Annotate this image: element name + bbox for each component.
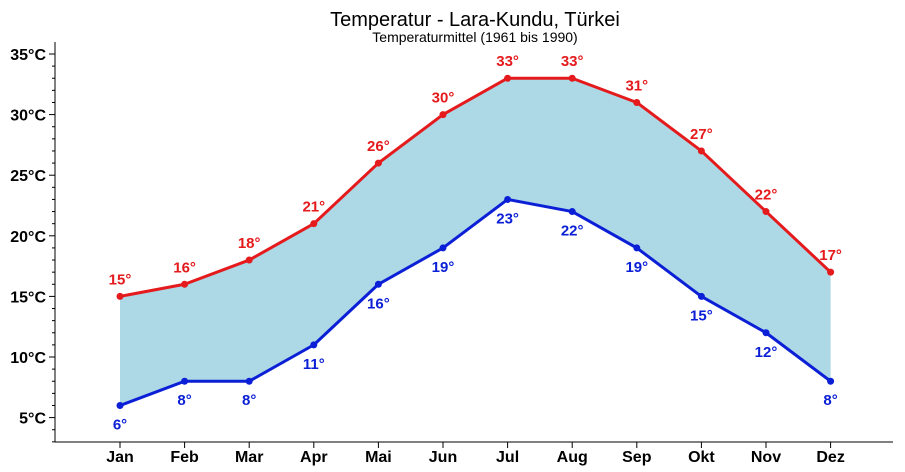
x-tick-label: Mar xyxy=(235,449,263,466)
max-temperature-label: 18° xyxy=(238,235,261,252)
max-temperature-label: 22° xyxy=(755,187,778,204)
min-temperature-point xyxy=(181,377,189,385)
min-temperature-label: 8° xyxy=(242,392,256,409)
y-tick-label: 5°C xyxy=(19,411,46,428)
min-temperature-point xyxy=(245,377,253,385)
x-tick-label: Feb xyxy=(170,449,199,466)
min-temperature-point xyxy=(568,208,576,216)
min-temperature-label: 19° xyxy=(432,259,455,276)
min-temperature-label: 11° xyxy=(303,356,325,373)
x-tick-label: Jan xyxy=(106,449,134,466)
max-temperature-point xyxy=(116,292,124,300)
x-tick-label: Okt xyxy=(688,449,715,466)
min-temperature-point xyxy=(762,329,770,337)
min-temperature-point xyxy=(697,292,705,300)
temperature-range-band xyxy=(120,78,831,406)
max-temperature-point xyxy=(633,98,641,106)
x-tick-label: Jul xyxy=(496,449,519,466)
min-temperature-point xyxy=(439,244,447,252)
min-temperature-label: 15° xyxy=(690,307,713,324)
max-temperature-point xyxy=(568,74,576,82)
min-temperature-label: 19° xyxy=(625,259,648,276)
max-temperature-label: 15° xyxy=(109,271,132,288)
y-tick-label: 10°C xyxy=(10,350,46,367)
max-temperature-label: 33° xyxy=(496,53,519,70)
max-temperature-label: 26° xyxy=(367,138,390,155)
min-temperature-point xyxy=(633,244,641,252)
max-temperature-point xyxy=(697,147,705,155)
max-temperature-point xyxy=(762,208,770,216)
min-temperature-point xyxy=(504,195,512,203)
x-tick-label: Mai xyxy=(365,449,392,466)
y-tick-label: 15°C xyxy=(10,289,46,306)
y-tick-label: 35°C xyxy=(10,47,46,64)
max-temperature-label: 33° xyxy=(561,53,584,70)
min-temperature-point xyxy=(310,341,318,349)
max-temperature-label: 17° xyxy=(819,247,842,264)
chart-subtitle: Temperaturmittel (1961 bis 1990) xyxy=(372,29,577,45)
max-temperature-point xyxy=(504,74,512,82)
min-temperature-label: 16° xyxy=(367,295,390,312)
max-temperature-point xyxy=(181,280,189,288)
max-temperature-label: 21° xyxy=(302,199,325,216)
max-temperature-point xyxy=(245,256,253,264)
x-tick-label: Dez xyxy=(816,449,844,466)
max-temperature-point xyxy=(439,111,447,119)
y-tick-label: 20°C xyxy=(10,229,46,246)
max-temperature-label: 27° xyxy=(690,126,713,143)
x-tick-label: Nov xyxy=(751,449,781,466)
x-tick-label: Jun xyxy=(429,449,457,466)
y-tick-label: 30°C xyxy=(10,108,46,125)
y-tick-label: 25°C xyxy=(10,168,46,185)
min-temperature-label: 8° xyxy=(823,392,837,409)
max-temperature-label: 30° xyxy=(432,90,455,107)
max-temperature-point xyxy=(827,268,835,276)
min-temperature-label: 22° xyxy=(561,223,584,240)
max-temperature-label: 31° xyxy=(625,77,648,94)
max-temperature-label: 16° xyxy=(173,259,196,276)
min-temperature-point xyxy=(374,280,382,288)
min-temperature-label: 8° xyxy=(177,392,191,409)
plot-area: 5°C 10°C 15°C 20°C 25°C 30°C 35°C Jan Feb Mar Apr M… xyxy=(10,42,893,466)
x-tick-label: Apr xyxy=(300,449,328,466)
x-tick-label: Aug xyxy=(557,449,588,466)
min-temperature-point xyxy=(827,377,835,385)
max-temperature-line xyxy=(119,76,832,298)
min-temperature-line xyxy=(119,197,832,407)
max-temperature-point xyxy=(374,159,382,167)
chart-title: Temperatur - Lara-Kundu, Türkei xyxy=(330,9,620,31)
min-temperature-point xyxy=(116,401,124,409)
max-temperature-point xyxy=(310,220,318,228)
min-temperature-label: 12° xyxy=(755,344,778,361)
x-tick-label: Sep xyxy=(622,449,652,466)
min-temperature-label: 6° xyxy=(113,416,127,433)
min-temperature-label: 23° xyxy=(496,210,519,227)
